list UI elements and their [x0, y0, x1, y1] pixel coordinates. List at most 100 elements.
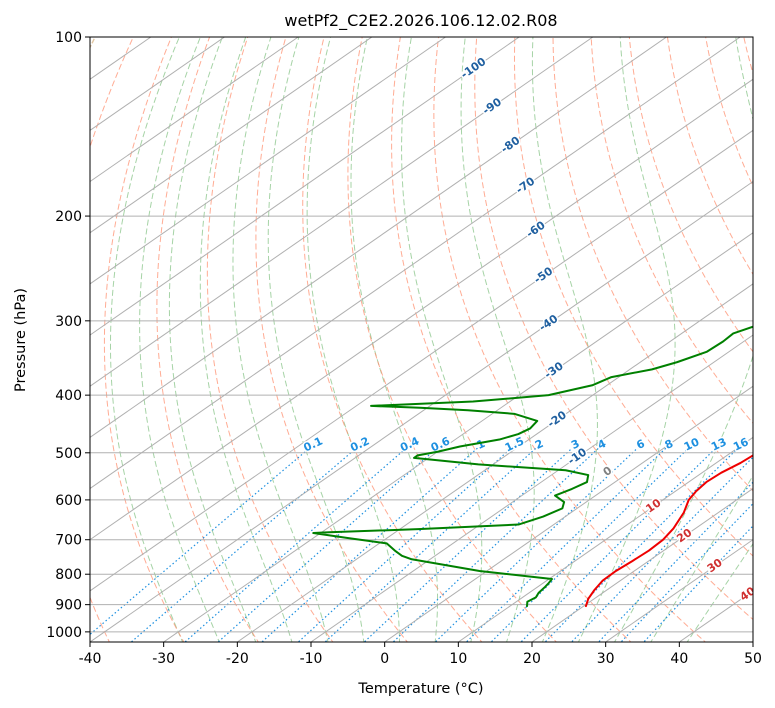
- isotherm-line: [90, 37, 446, 285]
- dry-adiabat: [90, 37, 134, 642]
- dry-adiabats: [90, 37, 753, 642]
- mixing-ratio-label: 0.4: [398, 434, 421, 454]
- isotherm-line: [384, 385, 753, 642]
- wet-bulb-label: 10: [643, 496, 663, 516]
- wet-bulb-label: 20: [674, 526, 694, 546]
- dry-adiabat: [666, 37, 753, 276]
- mixing-ratio-label: 20: [755, 435, 775, 453]
- y-tick-label: 1000: [46, 625, 82, 641]
- y-tick-label: 800: [55, 567, 82, 583]
- chart-title: wetPf2_C2E2.2026.106.12.02.R08: [284, 11, 557, 31]
- dry-adiabat: [103, 37, 185, 642]
- mixing-ratio-line: [324, 441, 543, 642]
- isotherm-label: -70: [514, 174, 538, 196]
- annotation-labels: -100-100-90-90-80-80-70-70-60-60-50-50-4…: [300, 53, 775, 605]
- isotherm-line: [90, 37, 741, 490]
- mixing-ratio-line: [465, 441, 673, 642]
- x-tick-label: 0: [380, 651, 389, 667]
- mixing-ratio-line: [520, 441, 723, 642]
- x-tick-label: 10: [449, 651, 467, 667]
- isotherm-line: [90, 37, 373, 234]
- moist-adiabat: [306, 37, 401, 642]
- y-tick-label: 300: [55, 314, 82, 330]
- isotherms: [0, 37, 753, 642]
- profile-lines: [312, 325, 753, 608]
- isotherm-label: -30: [542, 359, 566, 381]
- moist-adiabats: [109, 37, 753, 642]
- isotherm-line: [237, 283, 753, 642]
- moist-adiabat: [232, 37, 329, 642]
- moist-adiabat: [460, 37, 535, 642]
- wet-bulb-label: 40: [738, 584, 758, 604]
- x-tick-label: 20: [523, 651, 541, 667]
- mixing-ratio-line: [90, 441, 317, 636]
- mixing-ratio-label: 10: [682, 435, 702, 453]
- y-axis-label: Pressure (hPa): [13, 288, 29, 392]
- freezing-label: 0: [601, 464, 615, 479]
- mixing-ratio-line: [363, 441, 579, 642]
- isotherm-line: [0, 37, 77, 642]
- y-axis-ticks: 100 200 300 400 500 600 700 800 900 1000: [46, 30, 90, 641]
- isotherm-line: [90, 37, 225, 132]
- dry-adiabat: [391, 37, 632, 642]
- moist-adiabat: [168, 37, 257, 642]
- isotherm-line: [90, 129, 753, 592]
- dry-adiabat: [474, 37, 753, 621]
- dry-adiabat: [705, 37, 753, 188]
- isotherm-line: [90, 37, 594, 387]
- moist-adiabat: [650, 474, 753, 642]
- x-tick-label: -10: [300, 651, 323, 667]
- x-tick-label: -40: [79, 651, 102, 667]
- dry-adiabat: [743, 37, 753, 76]
- mixing-ratio-label: 13: [709, 435, 728, 453]
- dewpoint-line: [312, 325, 753, 608]
- y-tick-label: 900: [55, 598, 82, 614]
- moist-adiabat: [613, 37, 753, 642]
- isotherm-line: [310, 334, 753, 642]
- dry-adiabat: [552, 37, 753, 492]
- mixing-ratio-label: 8: [663, 437, 675, 452]
- x-axis-ticks: -40 -30 -20 -10 0 10 20 30 40 50: [79, 642, 762, 667]
- plot-frame: [89, 36, 754, 643]
- mixing-ratio-line: [130, 441, 364, 642]
- isotherm-line: [752, 641, 753, 642]
- isotherm-line: [90, 78, 753, 541]
- isotherm-line: [163, 232, 753, 642]
- x-tick-label: -30: [152, 651, 175, 667]
- x-axis-label: Temperature (°C): [357, 681, 483, 697]
- moist-adiabat: [267, 37, 365, 642]
- mixing-ratio-label: 0.1: [302, 434, 325, 454]
- mixing-ratio-line: [217, 441, 445, 642]
- wet-bulb-label: 30: [705, 556, 725, 576]
- mixing-ratio-label: 0.2: [348, 434, 371, 454]
- moist-adiabat: [350, 37, 439, 642]
- x-tick-label: 30: [597, 651, 615, 667]
- mixing-ratio-line: [643, 525, 753, 642]
- moist-adiabat: [139, 37, 220, 642]
- mixing-ratio-line: [434, 441, 645, 642]
- dry-adiabat: [156, 37, 259, 642]
- isotherm-line: [531, 487, 753, 642]
- isotherm-line: [90, 37, 667, 438]
- mixing-ratio-line: [184, 441, 414, 642]
- dry-adiabat: [590, 37, 753, 425]
- isotherm-label: -60: [524, 218, 548, 240]
- mixing-ratio-label: 16: [731, 435, 751, 453]
- y-tick-label: 600: [55, 493, 82, 509]
- mixing-ratio-line: [490, 441, 696, 642]
- y-tick-label: 200: [55, 209, 82, 225]
- x-tick-label: -20: [226, 651, 249, 667]
- pressure-gridlines: [90, 37, 753, 633]
- isotherm-label: -90: [480, 95, 504, 117]
- isotherm-label: -40: [537, 312, 561, 334]
- y-tick-label: 700: [55, 533, 82, 549]
- moist-adiabat: [109, 37, 184, 642]
- dry-adiabat: [302, 37, 483, 642]
- temperature-line: [584, 454, 753, 608]
- x-tick-label: 40: [670, 651, 688, 667]
- y-tick-label: 500: [55, 446, 82, 462]
- isotherm-line: [605, 539, 753, 642]
- isotherm-line: [90, 37, 520, 336]
- dry-adiabat: [206, 37, 334, 642]
